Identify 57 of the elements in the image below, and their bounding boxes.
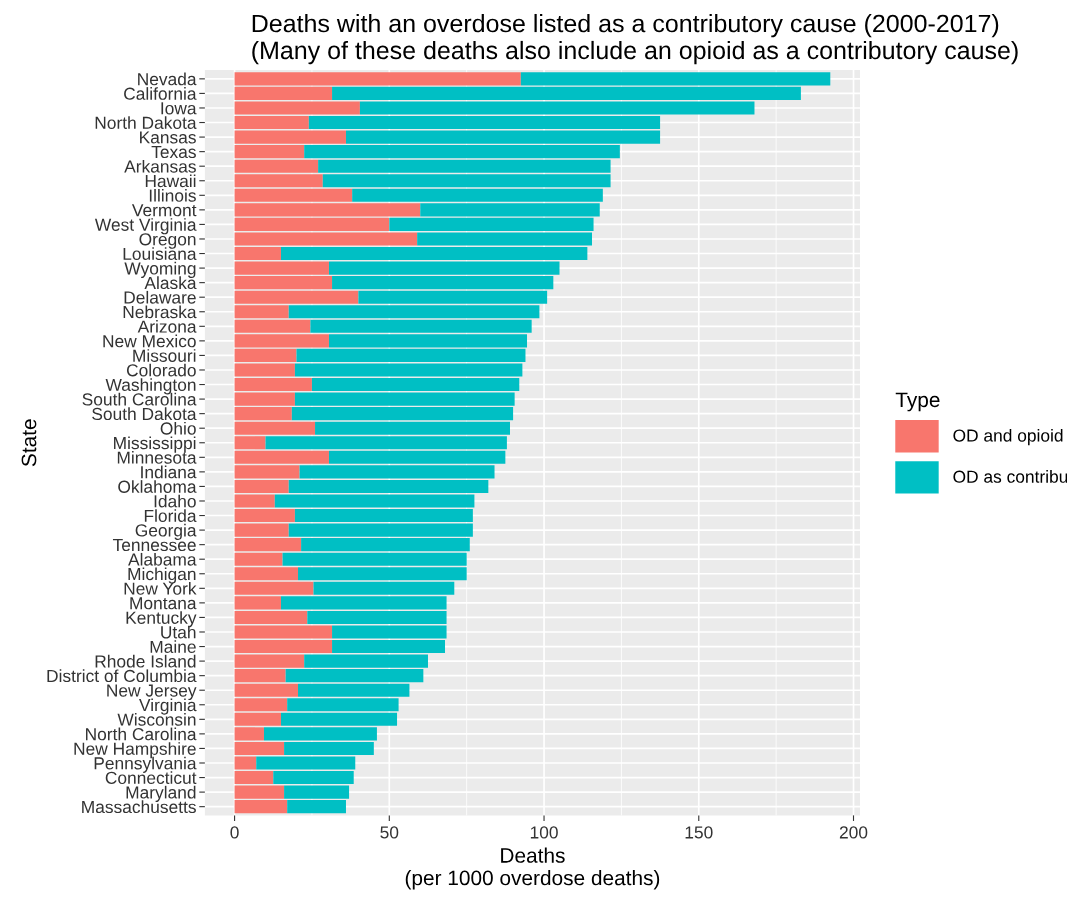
y-axis-title: State bbox=[21, 419, 37, 467]
y-tick-label: Maryland bbox=[126, 785, 196, 802]
bar bbox=[234, 72, 521, 86]
y-tick-label: District of Columbia bbox=[47, 669, 197, 683]
y-tick-label: Alaska bbox=[144, 276, 197, 290]
y-tick-label: North Dakota bbox=[95, 116, 197, 129]
chart-title: Deaths with an overdose listed as a contributory cause (2000-2017) (Many of these deaths also include an opioid as a contributory cause) bbox=[252, 13, 1018, 65]
x-tick-label: 150 bbox=[685, 826, 713, 839]
y-tick-label: Indiana bbox=[141, 465, 197, 479]
y-tick-label: Virginia bbox=[139, 698, 197, 715]
y-tick-label: Idaho bbox=[154, 494, 196, 508]
y-tick-label: Texas bbox=[151, 145, 196, 159]
y-tick-label: Vermont bbox=[131, 204, 197, 217]
x-tick-label: 0 bbox=[230, 826, 239, 839]
y-tick-label: New Mexico bbox=[103, 334, 196, 348]
y-tick-label: New York bbox=[124, 582, 197, 595]
x-tick-label: 50 bbox=[380, 826, 399, 839]
y-tick-label: Oregon bbox=[139, 233, 196, 249]
y-tick-label: Delaware bbox=[124, 290, 196, 304]
y-tick-label: Iowa bbox=[161, 102, 197, 115]
y-tick-label: Colorado bbox=[126, 363, 196, 377]
y-tick-label: Wyoming bbox=[124, 261, 196, 278]
y-tick-label: Florida bbox=[144, 509, 197, 522]
legend-label: OD as contribu bbox=[953, 470, 1067, 483]
x-tick-label: 200 bbox=[839, 826, 868, 839]
y-tick-label: Maine bbox=[150, 640, 196, 653]
legend-label: OD and opioid bbox=[953, 428, 1063, 446]
y-tick-label: Oklahoma bbox=[118, 480, 197, 493]
y-tick-label: Massachusetts bbox=[82, 800, 196, 814]
y-tick-label: Arkansas bbox=[124, 159, 196, 173]
y-tick-label: Arizona bbox=[137, 320, 197, 333]
y-tick-label: Missouri bbox=[133, 349, 196, 362]
bar bbox=[520, 72, 831, 86]
y-tick-label: Michigan bbox=[128, 567, 196, 584]
y-tick-label: Nevada bbox=[138, 72, 197, 86]
y-tick-label: Georgia bbox=[135, 523, 197, 540]
y-tick-label: Nebraska bbox=[123, 305, 197, 319]
y-tick-label: Wisconsin bbox=[117, 713, 196, 726]
y-tick-label: Ohio bbox=[160, 421, 196, 435]
y-tick-label: Mississippi bbox=[114, 436, 196, 453]
y-tick-label: California bbox=[124, 87, 197, 100]
x-tick-label: 100 bbox=[530, 826, 558, 839]
y-tick-label: Kansas bbox=[140, 131, 196, 144]
y-tick-label: Minnesota bbox=[117, 451, 197, 464]
y-tick-label: Louisiana bbox=[123, 247, 197, 260]
y-tick-label: Hawaii bbox=[145, 174, 196, 188]
y-tick-label: Connecticut bbox=[105, 771, 197, 785]
legend-title: Type bbox=[895, 392, 940, 412]
y-tick-label: Rhode Island bbox=[95, 654, 196, 668]
x-axis-title: Deaths (per 1000 overdose deaths) bbox=[405, 847, 660, 890]
y-tick-label: Illinois bbox=[149, 189, 196, 202]
y-tick-label: South Dakota bbox=[92, 407, 197, 421]
y-tick-label: Montana bbox=[130, 597, 197, 610]
y-tick-label: North Carolina bbox=[86, 727, 197, 741]
y-tick-label: Alabama bbox=[128, 552, 197, 566]
y-tick-label: Tennessee bbox=[112, 539, 196, 552]
y-tick-label: West Virginia bbox=[94, 218, 197, 235]
